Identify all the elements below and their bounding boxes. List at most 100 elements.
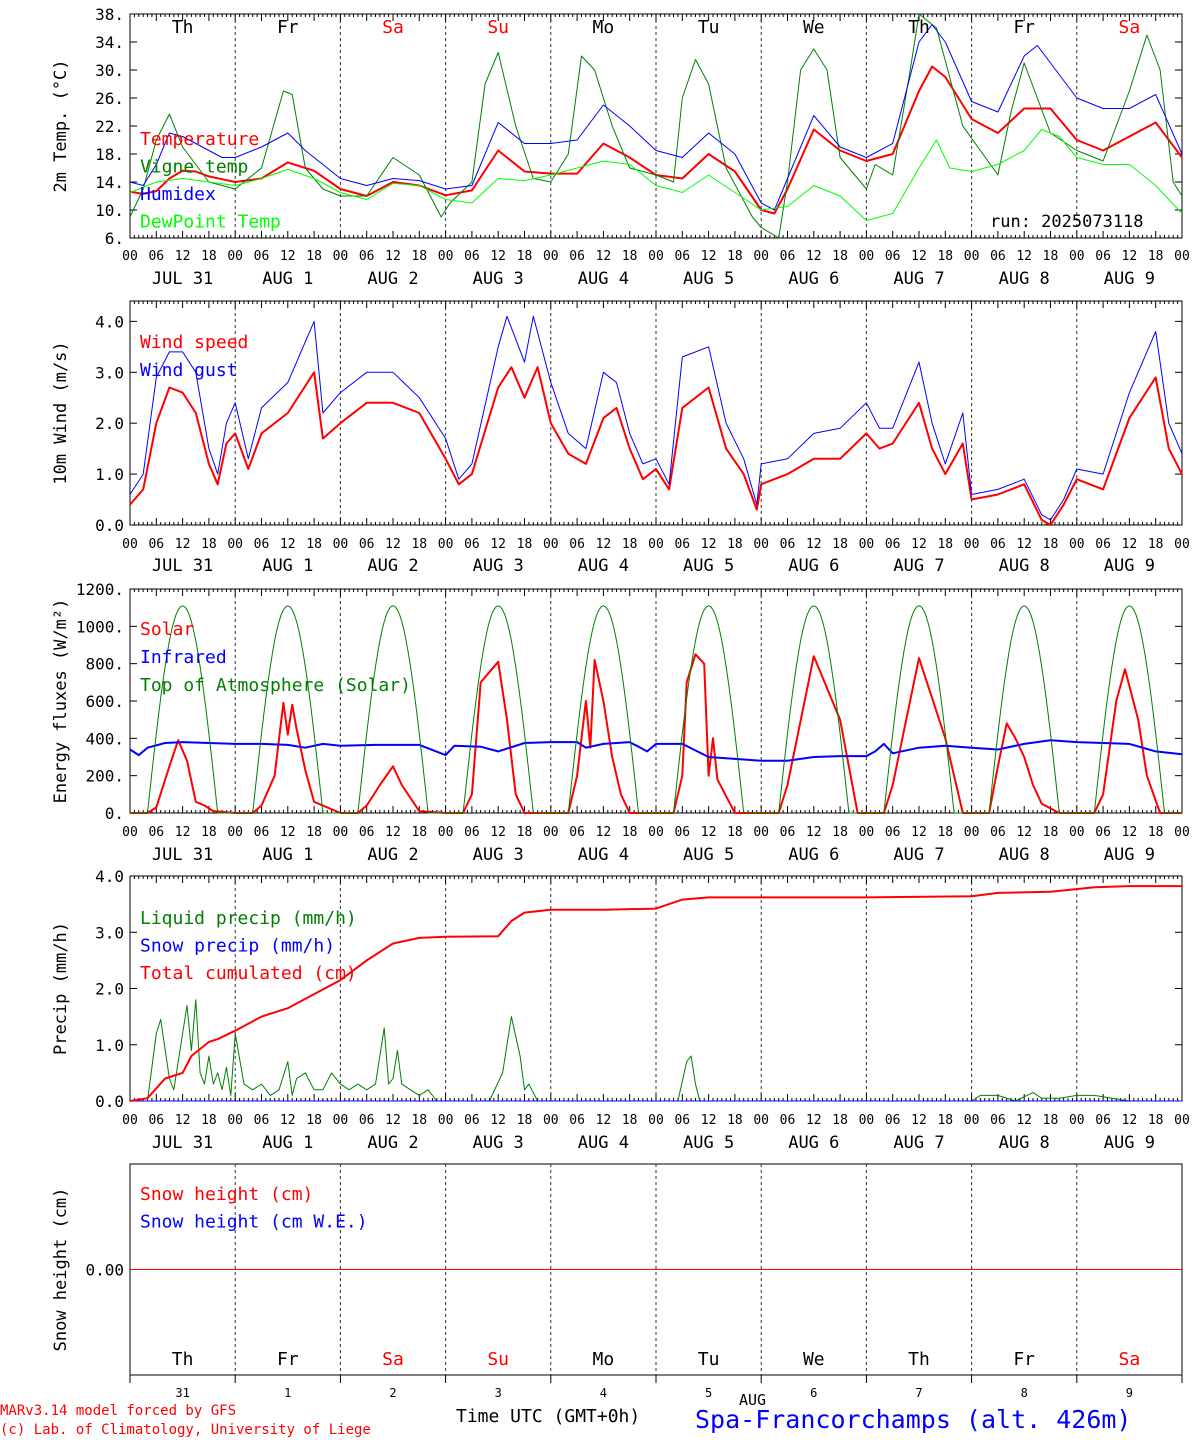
series-line-0 (129, 366, 1183, 526)
hour-tick-label: 12 (806, 1113, 822, 1128)
weekday-label: Th (908, 1349, 930, 1370)
hour-tick-label: 06 (254, 249, 270, 264)
hour-tick-label: 12 (490, 1113, 506, 1128)
hour-tick-label: 00 (648, 537, 664, 552)
hour-tick-label: 12 (280, 1113, 296, 1128)
weekday-label: Mo (593, 1349, 615, 1370)
hour-tick-label: 12 (1016, 249, 1032, 264)
date-label: AUG 7 (893, 845, 944, 865)
date-label: AUG 3 (473, 845, 524, 865)
hour-tick-label: 12 (806, 825, 822, 840)
hour-tick-label: 06 (990, 825, 1006, 840)
hour-tick-label: 12 (1122, 537, 1138, 552)
hour-tick-label: 18 (622, 1113, 638, 1128)
date-label: AUG 1 (262, 556, 313, 576)
legend-entry: Snow height (cm W.E.) (140, 1212, 368, 1233)
lab-credit: (c) Lab. of Climatology, University of L… (0, 1422, 371, 1438)
legend-entry: Liquid precip (mm/h) (140, 908, 357, 929)
hour-tick-label: 00 (1069, 249, 1085, 264)
hour-tick-label: 18 (727, 249, 743, 264)
weekday-label: Th (172, 1349, 194, 1370)
day-number-label: 7 (915, 1386, 922, 1400)
weekday-label: Su (487, 17, 509, 38)
date-label: AUG 7 (893, 1133, 944, 1153)
day-number-label: 9 (1126, 1386, 1133, 1400)
date-label: AUG 5 (683, 556, 734, 576)
hour-tick-label: 18 (832, 537, 848, 552)
hour-tick-label: 18 (201, 825, 217, 840)
hour-tick-label: 06 (148, 537, 164, 552)
hour-tick-label: 18 (937, 537, 953, 552)
hour-tick-label: 12 (911, 249, 927, 264)
series-line-1 (129, 315, 1183, 521)
hour-tick-label: 06 (254, 537, 270, 552)
plot-frame (129, 13, 1183, 239)
hour-tick-label: 06 (464, 1113, 480, 1128)
series-group (129, 13, 1183, 239)
hour-tick-label: 12 (1016, 825, 1032, 840)
hour-tick-label: 00 (753, 825, 769, 840)
hour-tick-label: 18 (517, 537, 533, 552)
hour-tick-label: 12 (701, 1113, 717, 1128)
hour-tick-label: 18 (622, 825, 638, 840)
hour-tick-label: 00 (1174, 249, 1190, 264)
hour-tick-label: 12 (596, 249, 612, 264)
y-axis-label: Energy fluxes (W/m²) (51, 599, 71, 804)
weekday-label: Th (172, 17, 194, 38)
date-label: AUG 6 (788, 269, 839, 289)
hour-tick-label: 00 (964, 537, 980, 552)
charts-layer: 00 06 12 18 00 06 12 18 00 06 12 18 00 06 12 18 00 06 12 18… (51, 5, 1190, 1400)
time-axis-title: Time UTC (GMT+0h) (456, 1406, 640, 1427)
hour-tick-label: 12 (701, 249, 717, 264)
date-label: AUG 5 (683, 1133, 734, 1153)
weekday-label: We (803, 17, 825, 38)
hour-tick-label: 06 (1095, 1113, 1111, 1128)
hour-tick-label: 00 (438, 1113, 454, 1128)
panel-3: 00 06 12 18 00 06 12 18 00 06 12 18 00 06 12 18 00 06 12 18… (51, 580, 1190, 865)
date-label: AUG 4 (578, 1133, 629, 1153)
y-tick-label: 6. (105, 229, 124, 248)
series-line-2 (129, 24, 1183, 211)
plot-frame (129, 588, 1183, 814)
hour-tick-label: 00 (122, 1113, 138, 1128)
hour-tick-label: 00 (859, 1113, 875, 1128)
hour-tick-label: 00 (227, 537, 243, 552)
hour-tick-label: 06 (359, 249, 375, 264)
day-number-label: 31 (175, 1386, 189, 1400)
hour-tick-label: 18 (1148, 249, 1164, 264)
hour-tick-label: 18 (832, 825, 848, 840)
date-label: AUG 1 (262, 269, 313, 289)
hour-tick-label: 00 (964, 1113, 980, 1128)
date-label: AUG 6 (788, 1133, 839, 1153)
y-tick-label: 3.0 (95, 363, 124, 382)
run-label: run: 2025073118 (990, 212, 1144, 232)
date-label: AUG 9 (1104, 556, 1155, 576)
hour-tick-label: 00 (648, 1113, 664, 1128)
hour-tick-label: 00 (1069, 825, 1085, 840)
hour-tick-label: 06 (464, 825, 480, 840)
hour-tick-label: 00 (859, 249, 875, 264)
legend-entry: Wind gust (140, 360, 238, 381)
hour-tick-label: 00 (753, 1113, 769, 1128)
hour-tick-label: 18 (1043, 1113, 1059, 1128)
day-number-label: 2 (389, 1386, 396, 1400)
date-label: AUG 4 (578, 845, 629, 865)
hour-tick-label: 00 (753, 537, 769, 552)
legend-entry: Total cumulated (cm) (140, 963, 357, 984)
hour-tick-label: 12 (1122, 249, 1138, 264)
weekday-label: Fr (1013, 17, 1035, 38)
legend-entry: Top of Atmosphere (Solar) (140, 675, 411, 696)
hour-tick-label: 00 (859, 537, 875, 552)
y-tick-label: 10. (95, 201, 124, 220)
hour-tick-label: 00 (859, 825, 875, 840)
hour-tick-label: 12 (490, 825, 506, 840)
y-tick-label: 4.0 (95, 312, 124, 331)
hour-tick-label: 06 (780, 825, 796, 840)
hour-tick-label: 06 (464, 249, 480, 264)
hour-tick-label: 00 (122, 825, 138, 840)
hour-tick-label: 00 (543, 825, 559, 840)
hour-tick-label: 18 (1148, 825, 1164, 840)
hour-tick-label: 06 (990, 249, 1006, 264)
hour-tick-label: 18 (1148, 1113, 1164, 1128)
hour-tick-label: 18 (306, 825, 322, 840)
